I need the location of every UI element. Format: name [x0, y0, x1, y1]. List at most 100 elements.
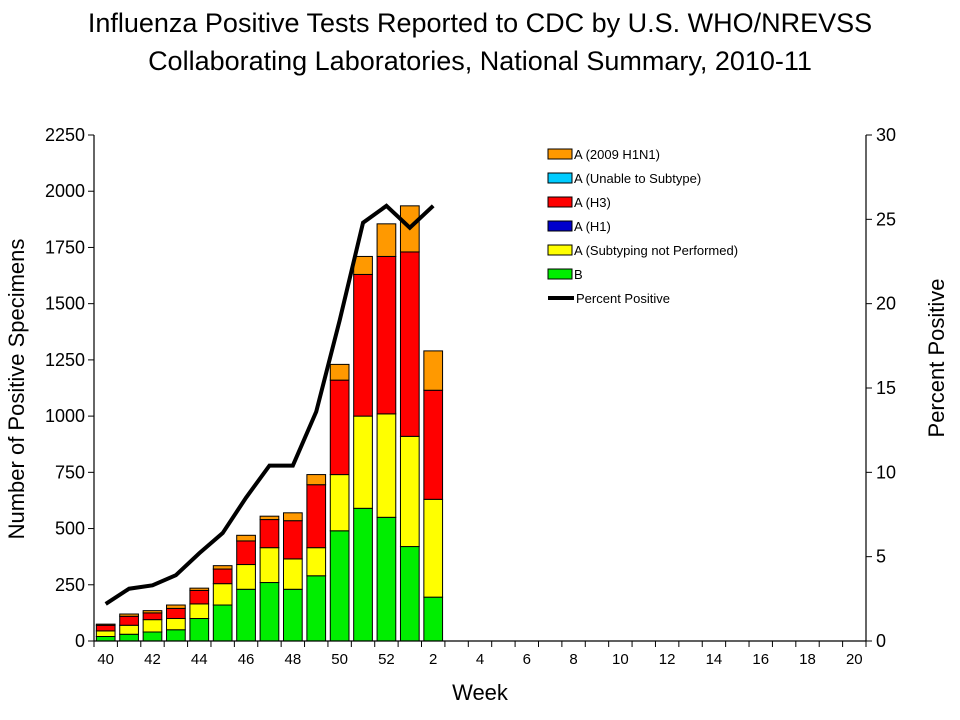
bar-segment: [119, 615, 139, 626]
bar-segment: [166, 607, 186, 620]
bar-segment: [399, 546, 420, 642]
bar-segment: [376, 255, 397, 415]
x-tick-label: 10: [612, 651, 629, 668]
legend-swatch: [547, 148, 573, 160]
bar-segment: [166, 629, 186, 642]
x-tick-label: 48: [285, 651, 302, 668]
bar-segment: [119, 633, 139, 642]
bar-segment: [282, 558, 303, 590]
bar-segment: [329, 474, 350, 532]
x-tick-label: 50: [331, 651, 348, 668]
bar-segment: [95, 630, 116, 638]
y2-tick-label: 30: [876, 125, 896, 145]
legend-swatch: [547, 172, 573, 184]
chart-subtitle: Collaborating Laboratories, National Sum…: [148, 46, 812, 76]
y-tick-label: 1000: [45, 406, 85, 426]
legend-swatch: [547, 196, 573, 208]
bar-segment: [376, 413, 397, 518]
bar-segment: [142, 619, 163, 633]
bar-segment: [353, 255, 373, 275]
legend-label: Percent Positive: [576, 291, 670, 306]
bar-segment: [189, 603, 210, 620]
legend-label: A (H1): [574, 219, 611, 234]
bar-segment: [189, 618, 210, 642]
y-axis-label: Number of Positive Specimens: [4, 239, 29, 540]
legend-swatch: [547, 268, 573, 280]
x-tick-label: 42: [144, 651, 161, 668]
bar-segment: [282, 520, 303, 560]
legend-label: A (Unable to Subtype): [574, 171, 701, 186]
x-tick-label: 18: [799, 651, 816, 668]
x-tick-label: 40: [97, 651, 114, 668]
legend-swatch: [547, 220, 573, 232]
bar-segment: [142, 610, 163, 614]
bar-segment: [166, 618, 186, 631]
bar-segment: [376, 516, 397, 642]
y2-tick-label: 25: [876, 209, 896, 229]
bar-segment: [95, 624, 116, 632]
y-tick-label: 2000: [45, 181, 85, 201]
axes-layer: [93, 135, 867, 642]
bar-segment: [282, 512, 303, 522]
bar-segment: [306, 547, 327, 577]
x-tick-label: 4: [476, 651, 484, 668]
bar-segment: [95, 636, 116, 642]
line-layer: [104, 203, 435, 606]
bars-layer: [95, 205, 444, 642]
y2-tick-label: 5: [876, 547, 886, 567]
bar-segment: [329, 363, 350, 381]
y2-tick-label: 20: [876, 294, 896, 314]
y2-tick-label: 0: [876, 631, 886, 651]
y-tick-label: 500: [55, 519, 85, 539]
bar-segment: [423, 596, 444, 642]
bar-segment: [236, 534, 256, 542]
bar-segment: [142, 612, 163, 621]
bar-segment: [329, 379, 350, 476]
legend-label: A (Subtyping not Performed): [574, 243, 738, 258]
bar-segment: [306, 484, 327, 549]
bar-segment: [95, 623, 116, 626]
bar-segment: [212, 565, 233, 570]
y2-tick-label: 15: [876, 378, 896, 398]
x-tick-label: 44: [191, 651, 208, 668]
y2-axis-label: Percent Positive: [924, 279, 949, 438]
x-tick-label: 46: [238, 651, 255, 668]
bar-segment: [259, 582, 280, 642]
bar-segment: [282, 588, 303, 642]
legend-label: B: [574, 267, 583, 282]
bar-segment: [423, 350, 444, 391]
bar-segment: [189, 587, 210, 591]
legend-label: A (2009 H1N1): [574, 147, 660, 162]
bar-segment: [236, 588, 256, 642]
legend-label: A (H3): [574, 195, 611, 210]
bar-segment: [353, 415, 373, 509]
y-tick-label: 2250: [45, 125, 85, 145]
bar-segment: [353, 273, 373, 417]
bar-segment: [212, 583, 233, 606]
x-tick-label: 16: [752, 651, 769, 668]
percent-positive-line: [104, 203, 435, 606]
bar-segment: [119, 624, 139, 635]
y-tick-label: 1250: [45, 350, 85, 370]
y-tick-label: 750: [55, 462, 85, 482]
x-axis-label: Week: [452, 680, 509, 705]
x-tick-label: 12: [659, 651, 676, 668]
bar-segment: [189, 589, 210, 605]
y-tick-label: 1500: [45, 294, 85, 314]
x-tick-label: 14: [706, 651, 723, 668]
x-tick-label: 52: [378, 651, 395, 668]
bar-segment: [212, 604, 233, 642]
bar-segment: [259, 547, 280, 584]
ticks-layer: 0250500750100012501500175020002250051015…: [45, 125, 896, 668]
bar-segment: [399, 435, 420, 548]
bar-segment: [212, 568, 233, 585]
y-tick-label: 1750: [45, 237, 85, 257]
y-tick-label: 250: [55, 575, 85, 595]
x-tick-label: 2: [429, 651, 437, 668]
y-tick-label: 0: [75, 631, 85, 651]
x-tick-label: 6: [523, 651, 531, 668]
x-tick-label: 20: [846, 651, 863, 668]
bar-segment: [423, 389, 444, 500]
legend: A (2009 H1N1) A (Unable to Subtype) A (H3)…: [547, 147, 738, 306]
